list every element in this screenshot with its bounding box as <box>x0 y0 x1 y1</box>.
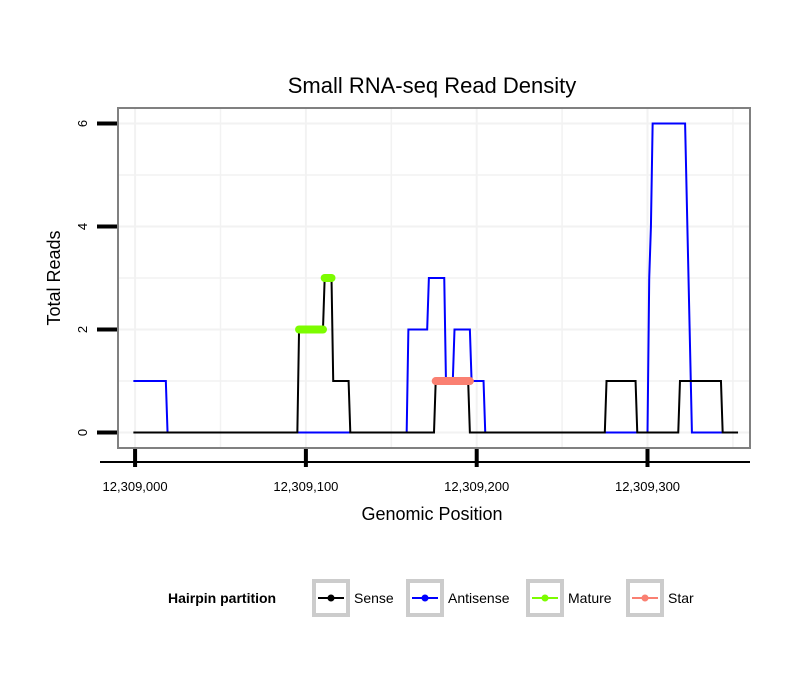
x-tick-label: 12,309,300 <box>615 479 680 494</box>
legend-label: Antisense <box>448 590 510 606</box>
legend-label: Star <box>668 590 694 606</box>
chart-title: Small RNA-seq Read Density <box>288 73 577 98</box>
x-axis-title: Genomic Position <box>361 504 502 524</box>
x-axis: 12,309,000 12,309,100 12,309,200 12,309,300 <box>100 449 750 494</box>
legend-item-star: Star <box>626 579 694 617</box>
x-tick-label: 12,309,200 <box>444 479 509 494</box>
y-tick-label: 4 <box>75 223 90 230</box>
x-tick-label: 12,309,000 <box>103 479 168 494</box>
legend-title: Hairpin partition <box>168 590 276 606</box>
legend: Hairpin partition Sense Antisense Mature St… <box>168 579 694 617</box>
legend-key-point <box>327 594 335 602</box>
x-tick-label: 12,309,100 <box>273 479 338 494</box>
legend-item-antisense: Antisense <box>406 579 510 617</box>
plot-panel-border <box>117 107 751 449</box>
legend-item-sense: Sense <box>312 579 394 617</box>
legend-item-mature: Mature <box>526 579 612 617</box>
series-layer <box>133 122 739 434</box>
y-tick-label: 0 <box>75 429 90 436</box>
y-axis-title: Total Reads <box>44 230 64 325</box>
legend-key-point <box>421 594 429 602</box>
y-tick-label: 6 <box>75 120 90 127</box>
legend-key-point <box>641 594 649 602</box>
legend-label: Mature <box>568 590 612 606</box>
y-tick-label: 2 <box>75 326 90 333</box>
y-axis: 0 2 4 6 <box>75 120 117 436</box>
legend-key-point <box>541 594 549 602</box>
legend-label: Sense <box>354 590 394 606</box>
series-line-antisense <box>133 122 725 434</box>
